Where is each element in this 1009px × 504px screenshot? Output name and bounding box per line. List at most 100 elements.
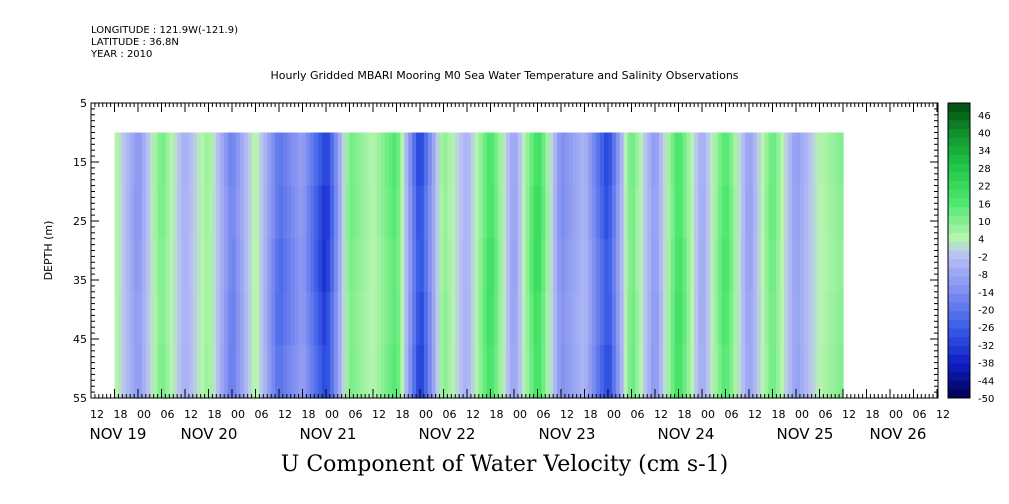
heatmap-cell	[596, 185, 601, 240]
heatmap-cell	[470, 291, 476, 346]
heatmap-cell	[506, 238, 511, 293]
x-tick-label: 00	[325, 408, 339, 421]
heatmap-cell	[365, 185, 370, 240]
heatmap-cell	[463, 344, 468, 399]
heatmap-cell	[447, 185, 452, 240]
heatmap-cell	[435, 185, 441, 240]
heatmap-cell	[306, 185, 311, 240]
heatmap-cell	[529, 238, 535, 293]
heatmap-cell	[451, 185, 456, 240]
heatmap-cell	[220, 185, 225, 240]
heatmap-cell	[749, 185, 754, 240]
heatmap-cell	[369, 291, 374, 346]
heatmap-cell	[345, 291, 351, 346]
heatmap-cell	[138, 185, 143, 240]
heatmap-cell	[412, 238, 417, 293]
colorbar-label: -32	[978, 341, 994, 352]
heatmap-cell	[337, 185, 343, 240]
heatmap-cell	[521, 344, 527, 399]
heatmap-cell	[533, 344, 539, 399]
heatmap-cell	[423, 291, 429, 346]
heatmap-cell	[118, 185, 123, 240]
heatmap-cell	[721, 344, 727, 399]
heatmap-cell	[126, 344, 131, 399]
heatmap-cell	[173, 185, 178, 240]
heatmap-cell	[243, 291, 249, 346]
heatmap-cell	[376, 132, 382, 187]
heatmap-cell	[514, 132, 519, 187]
heatmap-cell	[239, 132, 245, 187]
heatmap-cell	[839, 291, 844, 346]
heatmap-cell	[670, 185, 676, 240]
heatmap-cell	[733, 185, 738, 240]
heatmap-cell	[705, 344, 711, 399]
heatmap-cell	[192, 291, 198, 346]
colorbar-label: -20	[978, 306, 994, 317]
heatmap-cell	[690, 238, 695, 293]
heatmap-cell	[165, 291, 170, 346]
heatmap-cell	[243, 132, 249, 187]
heatmap-cell	[345, 185, 351, 240]
colorbar-label: 22	[978, 182, 991, 193]
heatmap-cell	[768, 238, 774, 293]
heatmap-cell	[302, 291, 308, 346]
heatmap-cell	[486, 185, 492, 240]
heatmap-cell	[282, 238, 288, 293]
heatmap-cell	[823, 291, 828, 346]
heatmap-cell	[435, 132, 441, 187]
heatmap-cell	[181, 132, 186, 187]
heatmap-cell	[647, 185, 652, 240]
heatmap-cell	[427, 132, 433, 187]
x-tick-label: 18	[114, 408, 128, 421]
heatmap-cell	[169, 291, 174, 346]
heatmap-cell	[686, 185, 691, 240]
heatmap-cell	[173, 291, 178, 346]
heatmap-cell	[118, 238, 123, 293]
heatmap-cell	[627, 132, 633, 187]
heatmap-cell	[827, 238, 832, 293]
heatmap-cell	[639, 291, 644, 346]
heatmap-cell	[235, 344, 241, 399]
heatmap-cell	[267, 132, 272, 187]
colorbar-swatch	[948, 276, 970, 286]
heatmap-cell	[604, 291, 609, 346]
heatmap-cell	[153, 185, 159, 240]
heatmap-cell	[635, 344, 640, 399]
heatmap-cell	[670, 291, 676, 346]
heatmap-cell	[545, 344, 550, 399]
heatmap-cell	[600, 132, 605, 187]
heatmap-cell	[537, 344, 543, 399]
heatmap-cell	[373, 238, 378, 293]
heatmap-cell	[333, 132, 339, 187]
heatmap-cell	[725, 185, 731, 240]
heatmap-cell	[423, 238, 429, 293]
x-tick-label: 06	[725, 408, 739, 421]
heatmap-cell	[220, 291, 225, 346]
heatmap-cell	[776, 132, 781, 187]
heatmap-cell	[713, 185, 719, 240]
heatmap-cell	[674, 291, 680, 346]
heatmap-cell	[678, 291, 684, 346]
heatmap-cell	[345, 344, 351, 399]
heatmap-cell	[271, 185, 276, 240]
heatmap-cell	[584, 291, 590, 346]
heatmap-cell	[145, 291, 151, 346]
heatmap-cell	[839, 185, 844, 240]
heatmap-cell	[745, 185, 750, 240]
heatmap-cell	[443, 344, 449, 399]
colorbar-swatch	[948, 345, 970, 356]
heatmap-cell	[463, 132, 468, 187]
heatmap-cell	[788, 344, 793, 399]
heatmap-cell	[228, 344, 233, 399]
y-tick-label: 25	[73, 215, 87, 228]
heatmap-cell	[608, 132, 613, 187]
x-tick-label: 06	[913, 408, 927, 421]
heatmap-cell	[815, 238, 821, 293]
heatmap-cell	[600, 291, 605, 346]
heatmap-cell	[780, 185, 785, 240]
heatmap-cell	[576, 344, 582, 399]
heatmap-cell	[130, 344, 135, 399]
heatmap-cell	[404, 132, 409, 187]
heatmap-cell	[729, 344, 734, 399]
heatmap-cell	[596, 291, 601, 346]
